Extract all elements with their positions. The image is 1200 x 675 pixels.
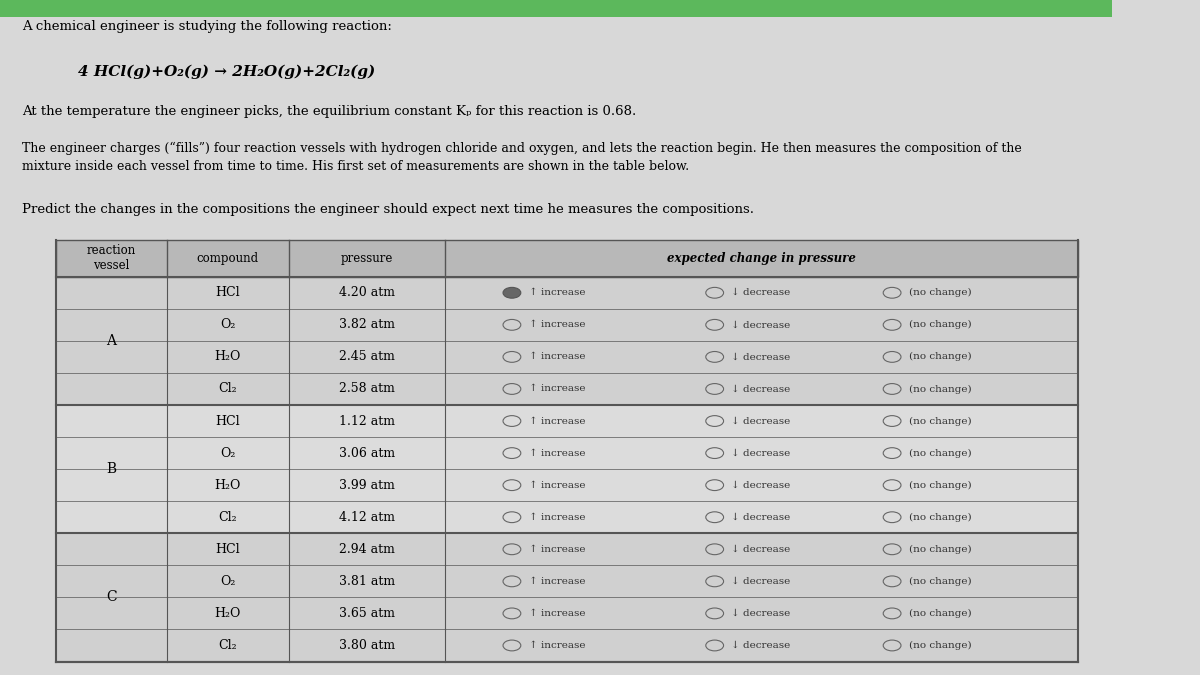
Text: ↑ increase: ↑ increase: [528, 416, 586, 425]
Text: (no change): (no change): [908, 320, 971, 329]
Text: (no change): (no change): [908, 288, 971, 298]
Text: pressure: pressure: [341, 252, 394, 265]
FancyBboxPatch shape: [55, 309, 1079, 341]
Text: (no change): (no change): [908, 416, 971, 426]
FancyBboxPatch shape: [55, 597, 1079, 629]
Text: Cl₂: Cl₂: [218, 511, 238, 524]
Text: expected change in pressure: expected change in pressure: [667, 252, 856, 265]
Text: (no change): (no change): [908, 545, 971, 554]
Text: C: C: [106, 591, 116, 604]
Text: 3.06 atm: 3.06 atm: [338, 447, 395, 460]
Text: 2.45 atm: 2.45 atm: [338, 350, 395, 363]
Text: ↓ decrease: ↓ decrease: [731, 609, 791, 618]
Text: HCl: HCl: [216, 286, 240, 299]
Text: O₂: O₂: [221, 447, 235, 460]
Text: ↑ increase: ↑ increase: [528, 321, 586, 329]
FancyBboxPatch shape: [55, 533, 1079, 565]
FancyBboxPatch shape: [55, 629, 1079, 662]
FancyBboxPatch shape: [0, 0, 1111, 17]
Text: 1.12 atm: 1.12 atm: [338, 414, 395, 427]
Text: 2.94 atm: 2.94 atm: [338, 543, 395, 556]
Text: ↑ increase: ↑ increase: [528, 641, 586, 650]
Text: ↑ increase: ↑ increase: [528, 609, 586, 618]
Text: ↓ decrease: ↓ decrease: [731, 641, 791, 650]
Text: ↓ decrease: ↓ decrease: [731, 481, 791, 489]
Text: ↓ decrease: ↓ decrease: [731, 385, 791, 394]
Text: B: B: [106, 462, 116, 476]
Text: ↓ decrease: ↓ decrease: [731, 513, 791, 522]
Text: ↓ decrease: ↓ decrease: [731, 321, 791, 329]
Text: ↑ increase: ↑ increase: [528, 545, 586, 554]
Text: 3.99 atm: 3.99 atm: [338, 479, 395, 491]
Text: (no change): (no change): [908, 576, 971, 586]
Text: 4 HCl(g)+O₂(g) → 2H₂O(g)+2Cl₂(g): 4 HCl(g)+O₂(g) → 2H₂O(g)+2Cl₂(g): [78, 64, 376, 78]
Text: A chemical engineer is studying the following reaction:: A chemical engineer is studying the foll…: [23, 20, 392, 33]
Text: H₂O: H₂O: [215, 607, 241, 620]
Text: Cl₂: Cl₂: [218, 383, 238, 396]
Text: 4.12 atm: 4.12 atm: [338, 511, 395, 524]
Text: At the temperature the engineer picks, the equilibrium constant Kₚ for this reac: At the temperature the engineer picks, t…: [23, 105, 636, 117]
Text: ↓ decrease: ↓ decrease: [731, 416, 791, 425]
Text: The engineer charges (“fills”) four reaction vessels with hydrogen chloride and : The engineer charges (“fills”) four reac…: [23, 142, 1022, 173]
Text: ↑ increase: ↑ increase: [528, 352, 586, 361]
FancyBboxPatch shape: [55, 373, 1079, 405]
Text: ↑ increase: ↑ increase: [528, 481, 586, 489]
Text: ↑ increase: ↑ increase: [528, 288, 586, 297]
Text: ↓ decrease: ↓ decrease: [731, 449, 791, 458]
Text: (no change): (no change): [908, 448, 971, 458]
Text: H₂O: H₂O: [215, 479, 241, 491]
Circle shape: [503, 288, 521, 298]
Text: 3.80 atm: 3.80 atm: [338, 639, 395, 652]
Text: (no change): (no change): [908, 481, 971, 490]
Text: (no change): (no change): [908, 512, 971, 522]
FancyBboxPatch shape: [55, 341, 1079, 373]
Text: 3.65 atm: 3.65 atm: [338, 607, 395, 620]
FancyBboxPatch shape: [55, 437, 1079, 469]
Text: (no change): (no change): [908, 352, 971, 362]
FancyBboxPatch shape: [55, 501, 1079, 533]
Text: ↓ decrease: ↓ decrease: [731, 352, 791, 361]
Text: (no change): (no change): [908, 641, 971, 650]
Text: ↑ increase: ↑ increase: [528, 577, 586, 586]
FancyBboxPatch shape: [55, 469, 1079, 501]
Text: 2.58 atm: 2.58 atm: [338, 383, 395, 396]
Text: H₂O: H₂O: [215, 350, 241, 363]
FancyBboxPatch shape: [55, 277, 1079, 309]
Text: ↑ increase: ↑ increase: [528, 385, 586, 394]
FancyBboxPatch shape: [55, 565, 1079, 597]
Text: Cl₂: Cl₂: [218, 639, 238, 652]
Text: reaction
vessel: reaction vessel: [86, 244, 136, 272]
Text: Predict the changes in the compositions the engineer should expect next time he : Predict the changes in the compositions …: [23, 202, 755, 215]
Text: compound: compound: [197, 252, 259, 265]
Text: ↑ increase: ↑ increase: [528, 513, 586, 522]
Text: (no change): (no change): [908, 384, 971, 394]
FancyBboxPatch shape: [55, 240, 1079, 277]
Text: 3.82 atm: 3.82 atm: [338, 319, 395, 331]
Text: ↓ decrease: ↓ decrease: [731, 545, 791, 554]
Text: O₂: O₂: [221, 319, 235, 331]
Text: ↑ increase: ↑ increase: [528, 449, 586, 458]
Text: HCl: HCl: [216, 543, 240, 556]
Text: (no change): (no change): [908, 609, 971, 618]
Text: A: A: [106, 334, 116, 348]
Text: ↓ decrease: ↓ decrease: [731, 288, 791, 297]
Text: 3.81 atm: 3.81 atm: [338, 575, 395, 588]
Text: HCl: HCl: [216, 414, 240, 427]
Text: ↓ decrease: ↓ decrease: [731, 577, 791, 586]
FancyBboxPatch shape: [55, 405, 1079, 437]
Text: 4.20 atm: 4.20 atm: [338, 286, 395, 299]
Text: O₂: O₂: [221, 575, 235, 588]
